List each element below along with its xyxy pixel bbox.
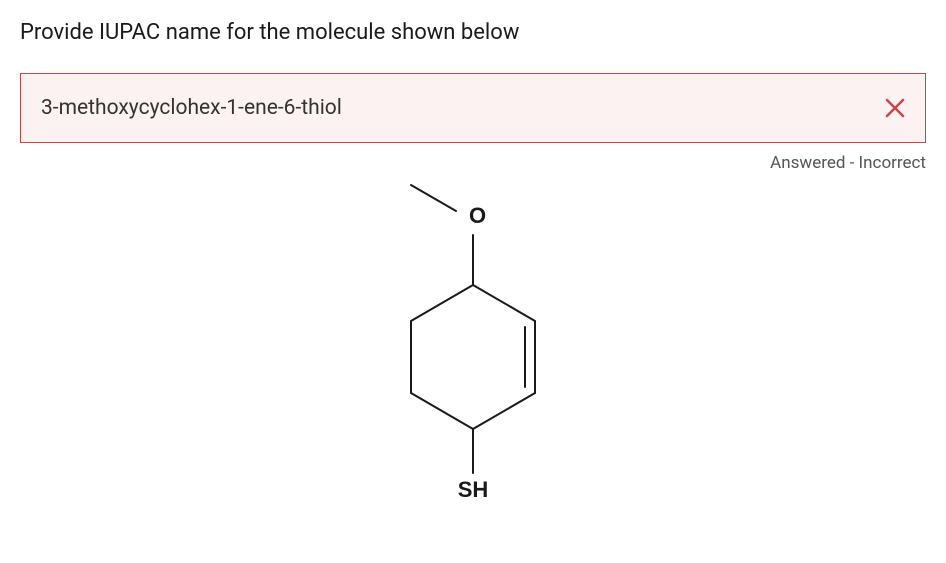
molecule-diagram: O SH [20, 171, 926, 511]
svg-text:SH: SH [458, 477, 489, 502]
incorrect-x-icon [885, 98, 905, 118]
answer-box: 3-methoxycyclohex-1-ene-6-thiol [20, 73, 926, 143]
answer-status: Answered - Incorrect [20, 153, 926, 173]
svg-text:O: O [469, 203, 486, 228]
user-answer-text: 3-methoxycyclohex-1-ene-6-thiol [41, 96, 342, 120]
question-prompt: Provide IUPAC name for the molecule show… [20, 20, 926, 45]
